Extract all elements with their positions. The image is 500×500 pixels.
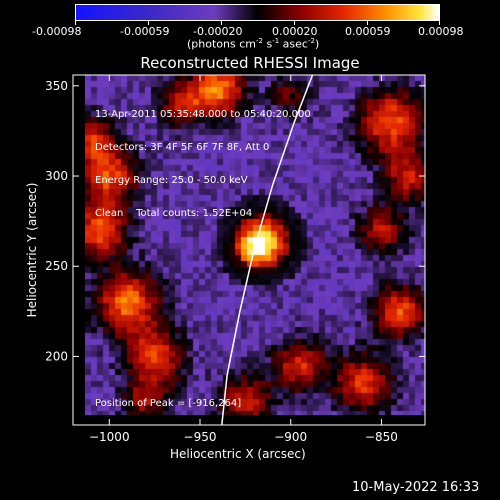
peak-position-label: Position of Peak = [-916,264] xyxy=(95,398,242,409)
info-line: 13-Apr-2011 05:35:48.000 to 05:40:20.000 xyxy=(95,109,311,120)
colorbar-tick-label: 0.00020 xyxy=(272,25,318,38)
y-tick-label: 300 xyxy=(45,169,68,183)
x-tick-label: −1000 xyxy=(89,430,130,444)
colorbar-tick-label: -0.00098 xyxy=(32,25,82,38)
x-tick-label: −950 xyxy=(184,430,217,444)
info-line: Energy Range: 25.0 - 50.0 keV xyxy=(95,175,248,186)
colorbar-tick-label: 0.00098 xyxy=(418,25,464,38)
y-axis-label: Heliocentric Y (arcsec) xyxy=(25,182,39,318)
timestamp: 10-May-2022 16:33 xyxy=(352,480,480,495)
plot-frame xyxy=(72,74,426,426)
x-tick-label: −850 xyxy=(365,430,398,444)
colorbar xyxy=(75,4,440,21)
colorbar-tick-label: -0.00020 xyxy=(193,25,243,38)
chart-title: Reconstructed RHESSI Image xyxy=(140,54,360,72)
info-line: Clean Total counts: 1.52E+04 xyxy=(95,208,253,219)
info-line: Detectors: 3F 4F 5F 6F 7F 8F, Att 0 xyxy=(95,142,270,153)
y-tick-label: 350 xyxy=(45,79,68,93)
colorbar-unit-label: (photons cm-2 s-1 asec-2) xyxy=(187,37,320,51)
colorbar-tick-label: 0.00059 xyxy=(345,25,391,38)
colorbar-ticks xyxy=(75,21,440,25)
x-tick-label: −900 xyxy=(274,430,307,444)
observation-info: 13-Apr-2011 05:35:48.000 to 05:40:20.000… xyxy=(95,87,311,230)
x-axis-label: Heliocentric X (arcsec) xyxy=(170,447,306,461)
colorbar-tick-label: -0.00059 xyxy=(120,25,170,38)
y-tick-label: 250 xyxy=(45,259,68,273)
solar-limb-line xyxy=(221,74,314,426)
y-tick-label: 200 xyxy=(45,349,68,363)
